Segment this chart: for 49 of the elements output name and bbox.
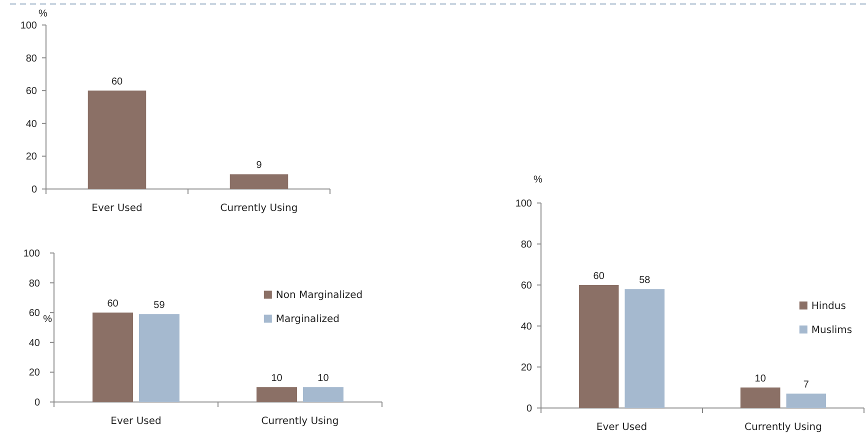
x-tick-label: Currently Using <box>744 422 822 433</box>
y-tick-label: 40 <box>26 118 38 130</box>
y-tick-label: 80 <box>520 240 532 250</box>
y-tick-label: 100 <box>23 248 40 260</box>
bar <box>256 387 297 402</box>
y-tick-label: 0 <box>31 184 38 196</box>
y-tick-label: 100 <box>515 198 532 210</box>
data-label: 60 <box>107 298 119 310</box>
bar <box>139 314 180 402</box>
data-label: 60 <box>593 271 605 282</box>
data-label: 9 <box>256 160 262 172</box>
y-tick-label: 0 <box>34 398 40 408</box>
y-axis-title: % <box>43 314 52 326</box>
legend-label: Non Marginalized <box>276 290 363 302</box>
x-tick-label: Ever Used <box>92 203 142 214</box>
bar <box>624 289 665 408</box>
y-tick-label: 20 <box>520 362 532 374</box>
y-tick-label: 100 <box>20 20 38 32</box>
bar <box>578 285 619 408</box>
x-tick-label: Currently Using <box>261 416 339 427</box>
x-tick-label: Currently Using <box>220 203 298 214</box>
data-label: 10 <box>271 373 283 384</box>
y-tick-label: 40 <box>520 322 532 332</box>
y-tick-label: 40 <box>28 338 40 349</box>
legend-label: Muslims <box>811 325 852 336</box>
y-tick-label: 80 <box>26 53 38 64</box>
y-tick-label: 20 <box>26 152 38 163</box>
y-axis-title: % <box>534 174 543 186</box>
y-tick-label: 60 <box>26 86 38 98</box>
y-tick-label: 80 <box>28 278 40 290</box>
y-tick-label: 60 <box>28 308 40 320</box>
y-tick-label: 20 <box>28 368 40 379</box>
bar <box>740 388 780 408</box>
bar <box>303 387 344 402</box>
legend-label: Marginalized <box>276 314 340 326</box>
data-label: 58 <box>639 275 651 286</box>
bar <box>786 394 826 408</box>
data-label: 10 <box>754 374 766 384</box>
legend-label: Hindus <box>811 301 846 312</box>
data-label: 60 <box>111 76 123 88</box>
y-axis-title: % <box>38 8 48 20</box>
x-tick-label: Ever Used <box>110 416 162 427</box>
data-label: 59 <box>154 300 166 312</box>
x-tick-label: Ever Used <box>596 422 648 433</box>
y-tick-label: 0 <box>526 404 532 414</box>
data-label: 7 <box>803 380 810 391</box>
bar <box>92 312 133 402</box>
data-label: 10 <box>318 373 330 384</box>
y-tick-label: 60 <box>520 280 532 292</box>
